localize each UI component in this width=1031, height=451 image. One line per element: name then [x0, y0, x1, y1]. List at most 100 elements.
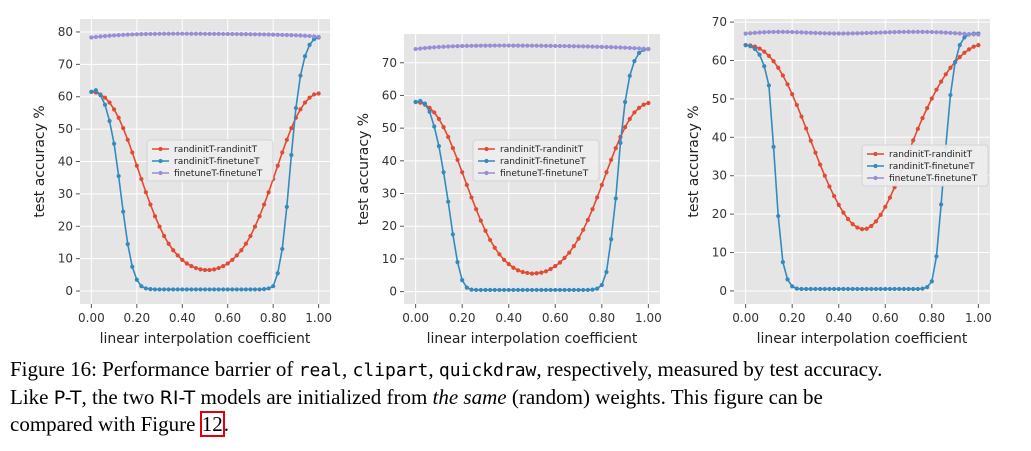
data-point — [483, 228, 488, 233]
data-point — [539, 287, 544, 293]
data-point — [298, 33, 303, 38]
data-point — [450, 44, 455, 49]
data-point — [581, 227, 586, 232]
data-point — [515, 268, 521, 273]
data-point — [869, 30, 874, 35]
y-tick-label: 50 — [712, 92, 727, 106]
data-point — [450, 232, 455, 237]
data-point — [831, 193, 837, 199]
legend-label: randinitT-finetuneT — [889, 162, 975, 172]
y-tick-label: 20 — [58, 219, 73, 233]
data-point — [266, 32, 271, 37]
data-point — [780, 73, 785, 78]
data-point — [906, 29, 911, 34]
data-point — [543, 287, 549, 293]
data-point — [316, 34, 321, 39]
data-point — [98, 34, 103, 39]
data-point — [202, 287, 208, 292]
data-point — [818, 31, 823, 36]
data-point — [436, 44, 442, 50]
caption-separator: , — [428, 357, 439, 381]
data-point — [171, 287, 176, 292]
data-point — [252, 287, 258, 292]
data-point — [864, 226, 869, 231]
data-point — [275, 163, 280, 168]
data-point — [139, 176, 144, 182]
caption-text: (random) weights. This figure can be — [506, 385, 823, 409]
x-tick-label: 0.80 — [588, 311, 615, 325]
data-point — [311, 34, 317, 39]
data-point — [515, 287, 521, 293]
data-point — [804, 286, 809, 292]
data-point — [771, 59, 776, 64]
data-point — [166, 241, 171, 246]
data-point — [234, 287, 239, 292]
data-point — [307, 42, 312, 48]
data-point — [794, 102, 799, 108]
data-point — [632, 110, 637, 115]
data-point — [609, 157, 614, 162]
data-point — [850, 222, 855, 227]
data-point — [613, 145, 618, 151]
data-point — [134, 277, 139, 282]
data-point — [116, 115, 121, 120]
data-point — [234, 253, 239, 258]
caption-separator: , — [342, 357, 353, 381]
data-point — [441, 44, 446, 49]
data-point — [534, 43, 539, 48]
data-point — [184, 31, 189, 36]
data-point — [548, 266, 553, 272]
legend-box — [146, 139, 274, 182]
data-point — [216, 287, 221, 292]
data-point — [152, 287, 158, 292]
x-tick-label: 1.00 — [305, 311, 332, 325]
data-point — [107, 33, 112, 38]
data-point — [193, 31, 199, 36]
data-point — [864, 30, 869, 36]
data-point — [599, 44, 604, 49]
data-point — [934, 87, 939, 92]
data-point — [441, 125, 446, 130]
data-point — [455, 44, 460, 49]
data-point — [257, 287, 262, 292]
data-point — [627, 45, 632, 51]
data-point — [175, 253, 180, 258]
data-point — [450, 145, 455, 151]
data-point — [243, 32, 249, 37]
data-point — [234, 31, 239, 37]
data-point — [302, 100, 308, 105]
data-point — [929, 29, 934, 35]
figure-reference-link[interactable]: 12 — [199, 411, 225, 437]
x-tick-label: 1.00 — [965, 311, 992, 325]
data-point — [813, 286, 818, 292]
legend: randinitT-randinitT randinitT-finetuneT fi… — [861, 144, 989, 187]
data-point — [152, 214, 158, 219]
data-point — [243, 287, 249, 292]
y-tick-label: 20 — [712, 207, 727, 221]
data-point — [771, 29, 776, 35]
legend-marker — [158, 146, 163, 152]
data-point — [125, 241, 130, 247]
caption-emphasis: the same — [432, 385, 507, 409]
data-point — [252, 224, 258, 229]
data-point — [483, 287, 488, 293]
data-point — [418, 46, 423, 51]
caption-code-quickdraw: quickdraw — [438, 360, 537, 381]
data-point — [539, 270, 544, 275]
data-point — [776, 213, 781, 219]
series-finetunet-finetunet — [89, 31, 321, 40]
data-point — [822, 173, 827, 178]
data-point — [892, 30, 897, 35]
data-point — [971, 32, 976, 37]
data-point — [845, 31, 851, 36]
data-point — [152, 31, 158, 36]
data-point — [193, 287, 199, 292]
data-point — [920, 116, 925, 121]
data-point — [520, 269, 525, 275]
data-point — [622, 125, 628, 130]
data-point — [180, 287, 185, 292]
data-point — [585, 287, 590, 293]
data-point — [771, 144, 776, 149]
data-point — [590, 44, 595, 49]
data-point — [883, 286, 888, 292]
